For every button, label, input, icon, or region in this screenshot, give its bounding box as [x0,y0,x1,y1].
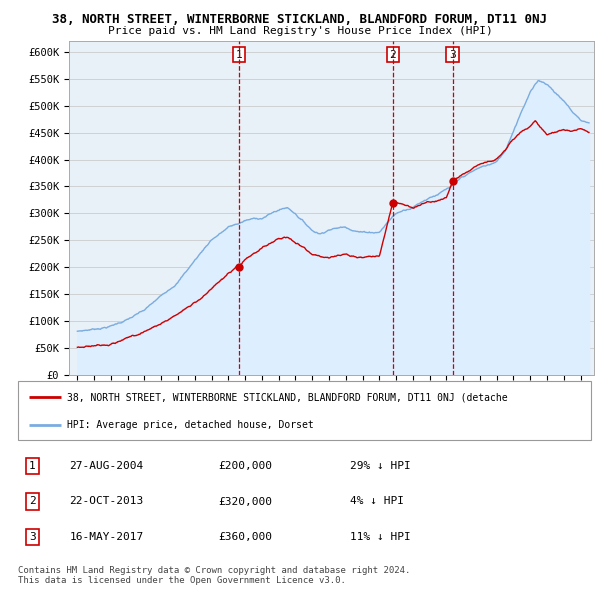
Text: £360,000: £360,000 [218,532,272,542]
Text: 29% ↓ HPI: 29% ↓ HPI [350,461,411,471]
Text: 22-OCT-2013: 22-OCT-2013 [70,497,144,506]
FancyBboxPatch shape [18,381,591,440]
Text: 2: 2 [389,50,396,60]
Text: HPI: Average price, detached house, Dorset: HPI: Average price, detached house, Dors… [67,420,313,430]
Text: £320,000: £320,000 [218,497,272,506]
Text: Price paid vs. HM Land Registry's House Price Index (HPI): Price paid vs. HM Land Registry's House … [107,26,493,36]
Text: £200,000: £200,000 [218,461,272,471]
Text: 4% ↓ HPI: 4% ↓ HPI [350,497,404,506]
Text: 1: 1 [29,461,36,471]
Text: 27-AUG-2004: 27-AUG-2004 [70,461,144,471]
Text: 38, NORTH STREET, WINTERBORNE STICKLAND, BLANDFORD FORUM, DT11 0NJ: 38, NORTH STREET, WINTERBORNE STICKLAND,… [53,13,548,26]
Text: 38, NORTH STREET, WINTERBORNE STICKLAND, BLANDFORD FORUM, DT11 0NJ (detache: 38, NORTH STREET, WINTERBORNE STICKLAND,… [67,392,508,402]
Text: 3: 3 [29,532,36,542]
Text: 1: 1 [236,50,242,60]
Text: Contains HM Land Registry data © Crown copyright and database right 2024.
This d: Contains HM Land Registry data © Crown c… [18,566,410,585]
Text: 2: 2 [29,497,36,506]
Text: 16-MAY-2017: 16-MAY-2017 [70,532,144,542]
Text: 11% ↓ HPI: 11% ↓ HPI [350,532,411,542]
Text: 3: 3 [449,50,456,60]
